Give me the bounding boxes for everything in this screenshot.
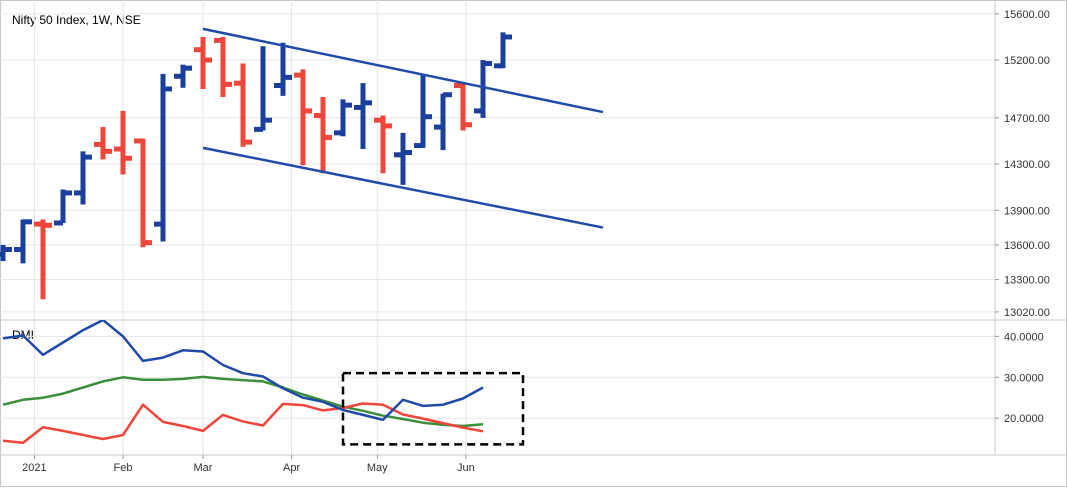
price-tick-label: 14300.00 bbox=[1004, 159, 1050, 171]
ohlc-bar bbox=[214, 36, 232, 98]
dmi-axis: 40.0000 30.0000 20.0000 bbox=[995, 331, 1044, 425]
time-axis: 2021 Feb Mar Apr May Jun bbox=[22, 455, 475, 474]
price-axis: 15600.00 15200.00 14700.00 14300.00 13900.00… bbox=[995, 9, 1050, 319]
time-tick-label: Apr bbox=[283, 462, 300, 474]
price-tick-label: 14700.00 bbox=[1004, 113, 1050, 125]
grid-lines bbox=[0, 0, 995, 455]
ohlc-bar bbox=[94, 127, 112, 160]
dmi-adx-line bbox=[2, 375, 484, 428]
ohlc-bar bbox=[0, 244, 12, 262]
channel-lines bbox=[202, 27, 604, 229]
ohlc-bar bbox=[494, 32, 512, 69]
ohlc-bar bbox=[34, 219, 52, 300]
ohlc-bar bbox=[374, 115, 392, 174]
time-tick-label: Mar bbox=[194, 462, 213, 474]
ohlc-bar bbox=[394, 132, 412, 185]
ohlc-bar bbox=[274, 42, 292, 96]
ohlc-bar bbox=[114, 110, 132, 175]
dmi-tick-label: 20.0000 bbox=[1004, 413, 1044, 425]
time-tick-label: Feb bbox=[114, 462, 133, 474]
ohlc-bar bbox=[234, 63, 252, 147]
dmi-plus-di-line bbox=[2, 320, 484, 422]
price-tick-label: 13900.00 bbox=[1004, 205, 1050, 217]
ohlc-bar bbox=[14, 219, 32, 264]
ohlc-bar bbox=[174, 64, 192, 88]
time-tick-label: May bbox=[367, 462, 388, 474]
dmi-highlight-box bbox=[341, 371, 525, 446]
ohlc-bar bbox=[334, 99, 352, 137]
channel-lower-line bbox=[202, 146, 604, 229]
ohlc-bar bbox=[314, 97, 332, 174]
price-tick-label: 15200.00 bbox=[1004, 55, 1050, 67]
ohlc-bar bbox=[154, 73, 172, 242]
dmi-series bbox=[2, 320, 484, 444]
price-tick-label: 13020.00 bbox=[1004, 307, 1050, 319]
ohlc-bar bbox=[254, 46, 272, 132]
ohlc-bar bbox=[474, 60, 492, 118]
ohlc-bar bbox=[194, 36, 212, 89]
ohlc-bar bbox=[354, 83, 372, 150]
dmi-minus-di-line bbox=[2, 402, 484, 444]
price-tick-label: 15600.00 bbox=[1004, 9, 1050, 21]
ohlc-bar bbox=[134, 138, 152, 248]
time-tick-label: Jun bbox=[457, 462, 475, 474]
dmi-tick-label: 30.0000 bbox=[1004, 372, 1044, 384]
ohlc-bar bbox=[74, 151, 92, 205]
time-tick-label: 2021 bbox=[22, 462, 46, 474]
ohlc-bar bbox=[454, 82, 472, 131]
channel-upper-line bbox=[202, 27, 604, 114]
ohlc-series bbox=[0, 32, 512, 300]
chart-title: Nifty 50 Index, 1W, NSE bbox=[12, 13, 141, 27]
ohlc-bar bbox=[434, 92, 452, 151]
ohlc-bar bbox=[414, 75, 432, 149]
dmi-tick-label: 40.0000 bbox=[1004, 331, 1044, 343]
price-tick-label: 13600.00 bbox=[1004, 240, 1050, 252]
price-tick-label: 13300.00 bbox=[1004, 275, 1050, 287]
ohlc-bar bbox=[54, 189, 72, 226]
ohlc-bar bbox=[294, 69, 312, 166]
